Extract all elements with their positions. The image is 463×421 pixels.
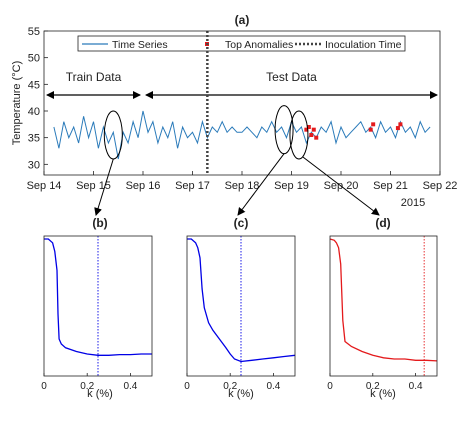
panel-d: (d) k (%) 0 0.2 0.4 <box>327 216 438 400</box>
panel-a-anomaly-point-4 <box>314 135 319 140</box>
panel-c-x-tick-label-2: 0.4 <box>266 381 280 392</box>
panel-a-anomaly-point-2 <box>309 133 314 137</box>
panel-a-y-tick-label-4: 50 <box>28 53 40 65</box>
panel-b-x-tick-label-0: 0 <box>41 381 47 392</box>
panel-d-curve <box>329 238 438 362</box>
panel-a-annotations: Train Data Test Data <box>46 70 438 99</box>
panel-d-x-tick-label-2: 0.4 <box>409 381 423 392</box>
legend-label-2: Inoculation Time <box>325 39 402 51</box>
panel-c-axes-frame <box>186 235 296 377</box>
panel-d-x-axis-label: k (%) <box>370 388 396 400</box>
panel-a-x-tick-label-5: Sep 19 <box>274 180 309 192</box>
panel-a-y-tick-label-2: 40 <box>28 106 40 118</box>
panel-d-axes-frame <box>329 235 438 377</box>
panel-a-y-tick-label-5: 55 <box>28 26 40 38</box>
legend-box <box>77 35 406 52</box>
callout-arrow-0 <box>94 158 114 216</box>
panel-d-title: (d) <box>375 216 390 230</box>
legend-label-0: Time Series <box>112 39 168 51</box>
panel-d-x-tick-label-1: 0.2 <box>366 381 380 392</box>
callout-arrow-1 <box>237 153 285 216</box>
panel-a-anomaly-point-3 <box>311 127 316 132</box>
panel-a-x-tick-label-3: Sep 17 <box>175 180 210 192</box>
panel-a-x-tick-label-4: Sep 18 <box>225 180 260 192</box>
panel-d-x-tick-label-0: 0 <box>327 381 333 392</box>
panel-a-y-tick-label-3: 45 <box>28 79 40 91</box>
panel-c-x-tick-label-0: 0 <box>184 381 190 392</box>
panel-a-highlight-ellipse-2 <box>289 110 309 160</box>
panel-a-x-tick-label-1: Sep 15 <box>76 180 111 192</box>
callout-arrows <box>94 153 380 216</box>
panel-a-year-label: 2015 <box>401 197 425 209</box>
panel-a-range-label-0: Train Data <box>66 70 122 84</box>
panel-c-x-tick-label-1: 0.2 <box>223 381 237 392</box>
panel-a-x-tick-label-7: Sep 21 <box>373 180 408 192</box>
panel-a-y-tick-label-0: 30 <box>28 159 40 171</box>
panel-a-range-label-1: Test Data <box>266 70 317 84</box>
panel-a-anomaly-point-0 <box>304 127 309 132</box>
panel-b-x-axis-label: k (%) <box>87 388 113 400</box>
panel-a-axes-frame <box>43 30 441 176</box>
panel-a-anomaly-point-7 <box>395 126 400 131</box>
panel-a-legend: Time Series Top Anomalies Inoculation Time <box>77 35 406 52</box>
panel-b: (b) k (%) 0 0.2 0.4 <box>41 216 153 400</box>
panel-c: (c) k (%) 0 0.2 0.4 <box>184 216 296 400</box>
panel-a-anomaly-point-6 <box>371 122 376 127</box>
panel-a-anomaly-point-5 <box>368 127 373 132</box>
panel-c-curve <box>187 238 296 363</box>
panel-b-curve <box>44 238 152 356</box>
panel-a-x-tick-label-8: Sep 22 <box>423 180 458 192</box>
panel-b-x-tick-label-2: 0.4 <box>123 381 137 392</box>
panel-a-anomaly-point-8 <box>398 122 403 127</box>
panel-c-x-axis-label: k (%) <box>228 388 254 400</box>
panel-a-x-tick-label-2: Sep 16 <box>126 180 161 192</box>
panel-a-y-axis-label: Temperature (°C) <box>11 61 23 145</box>
panel-a-anomaly-point-1 <box>306 125 311 129</box>
panel-b-axes-frame <box>43 235 153 377</box>
panel-a-title: (a) <box>235 13 250 27</box>
panel-c-title: (c) <box>234 216 249 230</box>
panel-a-series-time-series <box>53 110 431 160</box>
legend-label-1: Top Anomalies <box>225 39 293 51</box>
panel-b-title: (b) <box>92 216 107 230</box>
panel-a-y-tick-label-1: 35 <box>28 133 40 145</box>
panel-b-x-tick-label-1: 0.2 <box>80 381 94 392</box>
panel-a: (a) Temperature (°C) 2015 Time Series Top… <box>11 13 457 209</box>
callout-arrow-2 <box>302 156 380 216</box>
panel-a-x-tick-label-0: Sep 14 <box>27 180 62 192</box>
